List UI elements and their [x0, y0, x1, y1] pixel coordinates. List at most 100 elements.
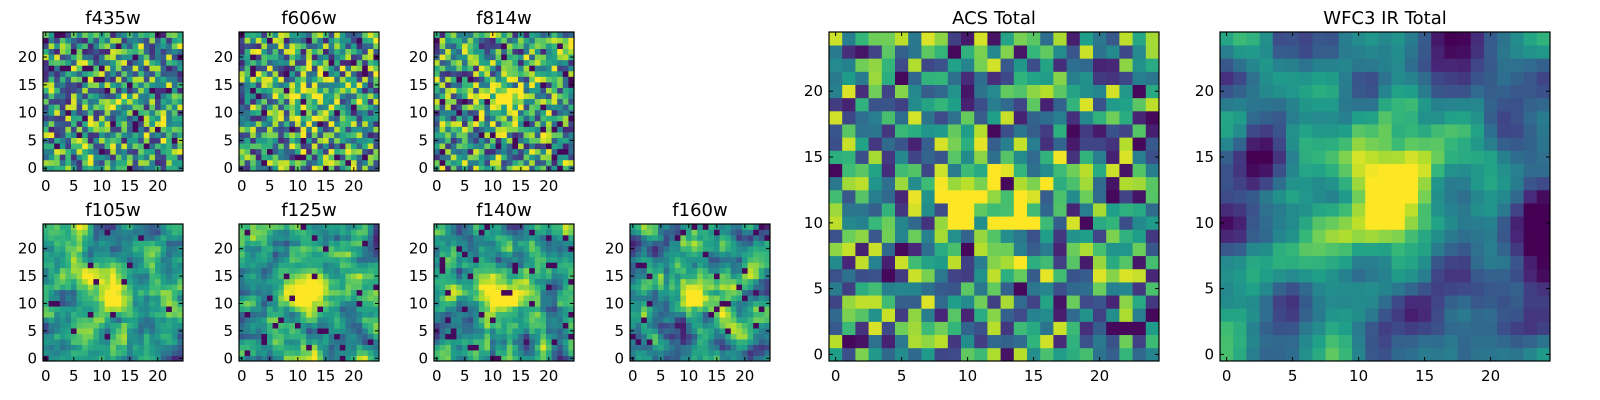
heatmap-cell: [669, 311, 676, 318]
heatmap-cell: [71, 295, 77, 302]
heatmap-cell: [881, 334, 896, 349]
heatmap-cell: [758, 240, 765, 247]
heatmap-cell: [132, 311, 139, 318]
heatmap-cell: [546, 273, 552, 280]
heatmap-cell: [132, 120, 139, 127]
heatmap-cell: [295, 245, 301, 252]
heatmap-cell: [283, 322, 290, 329]
heatmap-cell: [697, 333, 704, 340]
heatmap-cell: [484, 76, 491, 83]
heatmap-cell: [261, 333, 268, 340]
heatmap-cell: [747, 229, 754, 236]
heatmap-cell: [445, 76, 452, 83]
heatmap-cell: [736, 300, 743, 307]
heatmap-cell: [132, 306, 139, 313]
heatmap-cell: [674, 350, 681, 356]
heatmap-cell: [138, 273, 145, 280]
heatmap-cell: [71, 251, 77, 258]
heatmap-cell: [317, 154, 324, 161]
heatmap-cell: [434, 120, 440, 127]
heatmap-cell: [646, 289, 653, 296]
heatmap-cell: [1119, 163, 1133, 178]
heatmap-cell: [921, 163, 935, 178]
heatmap-cell: [881, 308, 896, 322]
heatmap-cell: [540, 328, 547, 334]
heatmap-cell: [1013, 334, 1028, 349]
heatmap-cell: [356, 344, 363, 351]
heatmap-cell: [93, 43, 100, 50]
heatmap-cell: [65, 295, 72, 302]
heatmap-cell: [160, 262, 167, 269]
y-tick-label: 15: [605, 267, 624, 285]
heatmap-cell: [76, 93, 83, 100]
heatmap-cell: [362, 87, 369, 94]
heatmap-cell: [523, 143, 530, 150]
heatmap-cell: [65, 109, 72, 116]
heatmap-cell: [753, 350, 760, 356]
heatmap-cell: [244, 54, 251, 61]
heatmap-cell: [829, 282, 843, 296]
heatmap-cell: [300, 70, 307, 77]
heatmap-cell: [132, 159, 139, 166]
heatmap-cell: [881, 163, 896, 178]
heatmap-cell: [149, 126, 156, 133]
heatmap-cell: [328, 120, 335, 127]
heatmap-cell: [300, 322, 307, 329]
heatmap-cell: [1013, 229, 1028, 243]
heatmap-cell: [132, 234, 139, 241]
heatmap-cell: [272, 234, 279, 241]
heatmap-cell: [674, 262, 681, 269]
heatmap-cell: [127, 48, 133, 55]
heatmap-cell: [289, 300, 296, 307]
heatmap-cell: [143, 240, 150, 247]
y-tick-label: 5: [614, 322, 624, 340]
heatmap-cell: [495, 43, 502, 50]
heatmap-cell: [652, 278, 659, 285]
heatmap-cell: [362, 256, 369, 263]
heatmap-cell: [317, 37, 324, 44]
heatmap-cell: [540, 120, 547, 127]
x-tick-label: 15: [316, 177, 335, 195]
heatmap-cell: [323, 278, 329, 285]
heatmap-cell: [261, 87, 268, 94]
heatmap-cell: [373, 306, 380, 313]
heatmap-cell: [99, 350, 105, 356]
heatmap-cell: [362, 76, 369, 83]
heatmap-cell: [1132, 282, 1147, 296]
heatmap-cell: [512, 344, 519, 351]
heatmap-cell: [895, 334, 909, 349]
heatmap-cell: [506, 137, 513, 144]
heatmap-cell: [669, 245, 676, 252]
heatmap-cell: [121, 256, 128, 263]
heatmap-cell: [512, 154, 519, 161]
heatmap-cell: [362, 126, 369, 133]
heatmap-cell: [177, 284, 184, 291]
heatmap-cell: [753, 328, 760, 334]
heatmap-cell: [244, 43, 251, 50]
heatmap-cell: [59, 70, 66, 77]
heatmap-cell: [680, 339, 687, 345]
heatmap-cell: [439, 284, 446, 291]
heatmap-cell: [747, 240, 754, 247]
heatmap-cell: [289, 245, 296, 252]
heatmap-cell: [76, 65, 83, 72]
heatmap-cell: [467, 115, 474, 122]
heatmap-cell: [267, 317, 273, 323]
heatmap-cell: [501, 70, 508, 77]
heatmap-cell: [501, 339, 508, 345]
heatmap-cell: [934, 295, 949, 309]
heatmap-cell: [278, 350, 285, 356]
heatmap-cell: [1066, 242, 1081, 257]
heatmap-cell: [484, 229, 491, 236]
heatmap-cell: [155, 306, 161, 313]
heatmap-cell: [568, 59, 575, 66]
heatmap-cell: [714, 350, 720, 356]
heatmap-cell: [551, 322, 558, 329]
heatmap-cell: [255, 300, 262, 307]
heatmap-cell: [635, 234, 642, 241]
heatmap-cell: [43, 295, 49, 302]
heatmap-cell: [93, 350, 100, 356]
heatmap-cell: [334, 311, 341, 318]
heatmap-cell: [445, 32, 452, 38]
heatmap-cell: [311, 344, 318, 351]
